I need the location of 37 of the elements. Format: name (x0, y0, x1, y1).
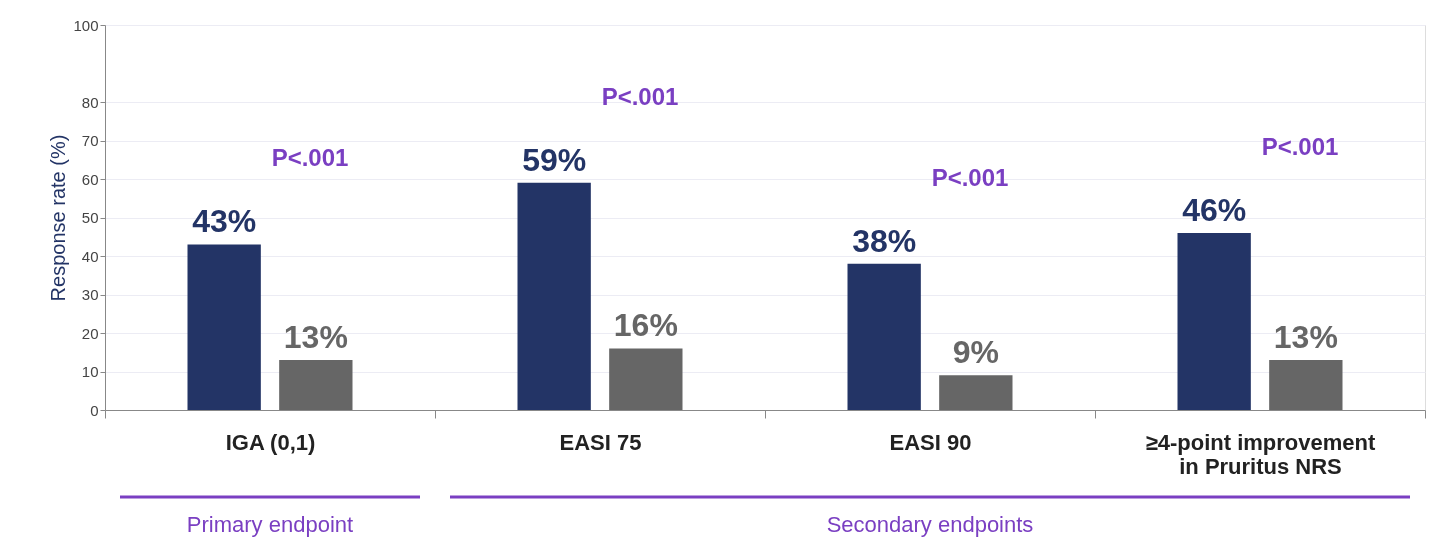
x-tick-label: EASI 75 (559, 429, 642, 455)
bar (1269, 359, 1343, 410)
text: Primary endpoint (186, 512, 354, 537)
bar (609, 348, 683, 410)
x-tick-label: ≥4-point improvement in Pruritus NRS (1145, 429, 1376, 479)
y-tick-label: 60 (81, 170, 99, 188)
bar (517, 182, 591, 410)
data-label: 43% (192, 203, 257, 240)
y-axis-title: Response rate (%) (47, 134, 70, 302)
data-label: 9% (952, 334, 999, 371)
y-tick-label: 0 (90, 401, 99, 419)
y-tick-label: 70 (81, 132, 99, 149)
data-label: 46% (1182, 191, 1247, 228)
bar (847, 263, 921, 410)
annotation: P<.001 (1261, 132, 1339, 160)
annotation: P<.001 (931, 163, 1009, 191)
data-label: 13% (1273, 318, 1338, 355)
y-tick-label: 30 (81, 286, 99, 303)
y-tick-label: 100 (73, 16, 99, 34)
y-tick-label: 50 (81, 209, 99, 226)
y-tick-label: 10 (81, 363, 99, 380)
y-tick-label: 20 (81, 324, 99, 342)
y-tick-label: 40 (81, 247, 99, 265)
annotation: P<.001 (601, 82, 679, 110)
data-label: 59% (522, 141, 587, 178)
bar (187, 244, 261, 410)
x-tick-label: EASI 90 (889, 429, 972, 455)
data-label: 38% (852, 222, 917, 259)
text: Secondary endpoints (826, 512, 1034, 537)
bar (1177, 232, 1251, 410)
y-tick-label: 80 (81, 93, 99, 111)
x-tick-label: IGA (0,1) (225, 429, 316, 455)
data-label: 13% (283, 318, 348, 355)
annotation: P<.001 (271, 144, 349, 172)
data-label: 16% (613, 307, 678, 344)
bar (279, 359, 353, 410)
bar (939, 375, 1013, 410)
